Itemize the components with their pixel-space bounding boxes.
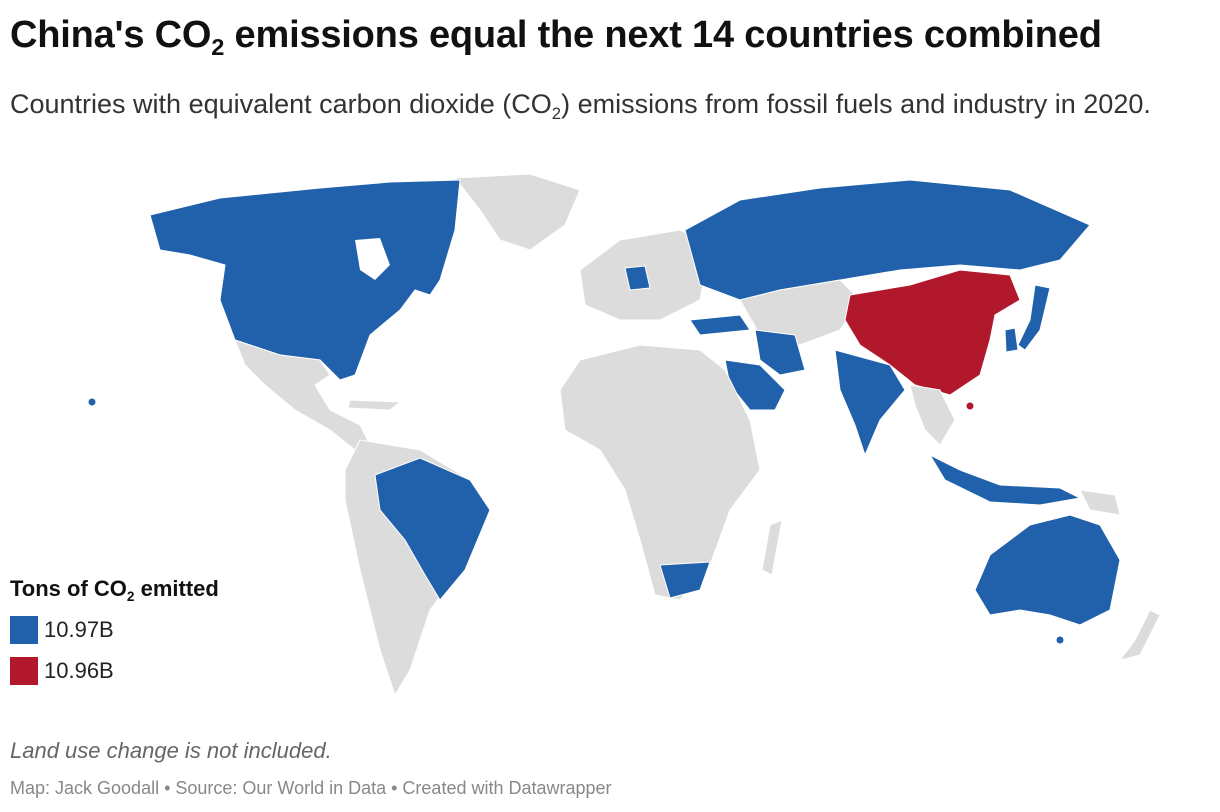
china	[844, 269, 1021, 396]
indonesia	[928, 453, 1082, 506]
turkey	[689, 314, 751, 336]
legend-swatch-blue	[10, 616, 38, 644]
japan	[1017, 284, 1051, 351]
tasmania	[1055, 635, 1065, 645]
legend-title: Tons of CO2 emitted	[10, 576, 219, 604]
legend-swatch-red	[10, 657, 38, 685]
new-zealand	[1118, 609, 1161, 661]
legend-label: 10.97B	[44, 617, 114, 642]
title-subscript: 2	[211, 34, 225, 61]
mexico-central-america	[234, 339, 371, 451]
southeast-asia	[909, 384, 956, 446]
footnote: Land use change is not included.	[10, 738, 332, 763]
south-africa	[659, 561, 711, 599]
legend-item-blue: 10.97B	[10, 614, 219, 646]
russia	[684, 179, 1091, 301]
subtitle-subscript: 2	[551, 103, 562, 123]
source-credit: Map: Jack Goodall • Source: Our World in…	[10, 778, 612, 798]
africa	[559, 344, 761, 601]
hudson-bay	[355, 238, 390, 280]
legend-title-subscript: 2	[126, 588, 135, 604]
world-map-svg	[87, 173, 1161, 697]
greenland	[454, 173, 581, 251]
world-map	[60, 170, 1200, 710]
caribbean-islands	[347, 399, 402, 411]
chart-title: China's CO2 emissions equal the next 14 …	[10, 14, 1102, 61]
taiwan	[965, 401, 975, 411]
brazil	[374, 457, 491, 601]
legend-label: 10.96B	[44, 658, 114, 683]
iran	[754, 329, 806, 376]
north-america-countries	[149, 179, 461, 381]
papua-new-guinea	[1079, 489, 1121, 516]
legend: Tons of CO2 emitted 10.97B 10.96B	[10, 576, 219, 696]
australia	[974, 514, 1121, 626]
chart-subtitle: Countries with equivalent carbon dioxide…	[10, 89, 1151, 123]
germany	[624, 265, 651, 291]
madagascar	[761, 519, 783, 576]
hawaii	[87, 397, 97, 407]
south-korea	[1004, 327, 1019, 353]
india	[834, 349, 906, 457]
legend-item-red: 10.96B	[10, 655, 219, 687]
